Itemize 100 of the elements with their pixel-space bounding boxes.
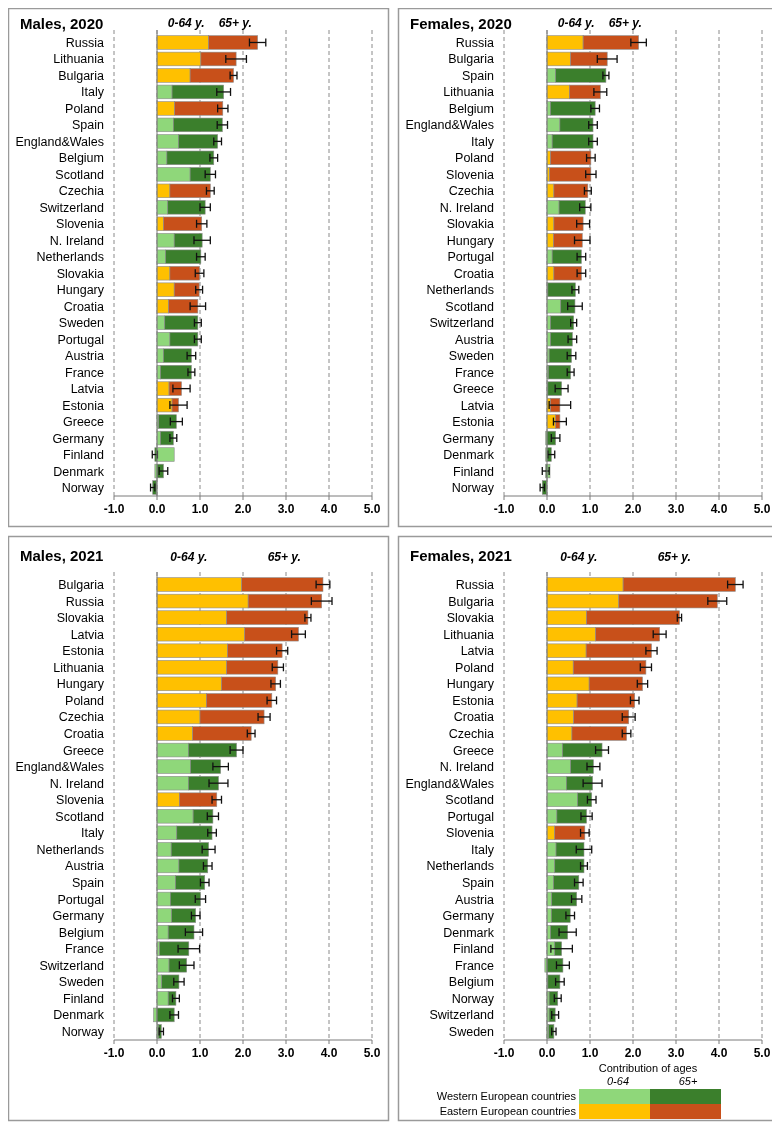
y-tick-label: Scotland bbox=[445, 299, 495, 314]
y-tick-label: N. Ireland bbox=[439, 200, 495, 215]
y-tick-label: Greece bbox=[453, 743, 495, 758]
y-tick-label: Russia bbox=[65, 35, 105, 50]
y-tick-label: Estonia bbox=[452, 693, 495, 708]
y-tick-label: Hungary bbox=[56, 677, 105, 692]
y-tick-label: Latvia bbox=[460, 398, 495, 413]
series-label: 0-64 y. bbox=[167, 16, 205, 30]
series-label: 65+ y. bbox=[657, 550, 691, 564]
y-tick-label: Estonia bbox=[62, 398, 105, 413]
y-tick-label: Spain bbox=[72, 118, 105, 133]
x-tick-label: 3.0 bbox=[667, 1046, 685, 1060]
y-tick-label: Poland bbox=[455, 151, 495, 166]
y-tick-label: Bulgaria bbox=[58, 68, 105, 83]
y-tick-label: Switzerland bbox=[39, 958, 105, 973]
x-tick-label: 1.0 bbox=[581, 1046, 599, 1060]
y-tick-label: Estonia bbox=[62, 644, 105, 659]
y-tick-label: Bulgaria bbox=[58, 578, 105, 593]
x-tick-label: 2.0 bbox=[624, 502, 642, 516]
y-tick-label: Russia bbox=[455, 35, 495, 50]
y-tick-label: Germany bbox=[52, 909, 105, 924]
y-tick-label: Spain bbox=[72, 875, 105, 890]
y-tick-label: Italy bbox=[81, 85, 105, 100]
series-label: 65+ y. bbox=[608, 16, 642, 30]
y-tick-label: Czechia bbox=[448, 184, 495, 199]
x-tick-label: 2.0 bbox=[234, 502, 252, 516]
y-tick-label: Norway bbox=[61, 481, 105, 496]
y-tick-label: Greece bbox=[63, 415, 105, 430]
y-tick-label: Slovenia bbox=[446, 826, 495, 841]
x-tick-label: 4.0 bbox=[710, 502, 728, 516]
y-tick-label: Greece bbox=[453, 382, 495, 397]
x-tick-label: 1.0 bbox=[191, 1046, 209, 1060]
y-tick-label: Russia bbox=[65, 594, 105, 609]
y-tick-label: Czechia bbox=[58, 710, 105, 725]
y-tick-label: Netherlands bbox=[426, 859, 494, 874]
y-tick-label: Sweden bbox=[58, 975, 105, 990]
y-tick-label: Croatia bbox=[453, 710, 495, 725]
series-label: 0-64 y. bbox=[170, 550, 208, 564]
y-tick-label: Finland bbox=[63, 991, 105, 1006]
y-tick-label: Lithuania bbox=[53, 660, 105, 675]
y-tick-label: Lithuania bbox=[443, 85, 495, 100]
y-tick-label: Croatia bbox=[453, 266, 495, 281]
text: 65+ bbox=[678, 1075, 698, 1087]
chart-title: Females, 2021 bbox=[410, 547, 512, 564]
x-tick-label: 5.0 bbox=[363, 1046, 381, 1060]
y-tick-label: Norway bbox=[451, 481, 495, 496]
text: Eastern European countries bbox=[439, 1105, 577, 1117]
chart-title: Males, 2020 bbox=[20, 15, 104, 32]
x-tick-label: 0.0 bbox=[538, 502, 556, 516]
y-tick-label: Spain bbox=[462, 68, 495, 83]
y-tick-label: N. Ireland bbox=[49, 233, 105, 248]
y-tick-label: Poland bbox=[455, 660, 495, 675]
y-tick-label: Austria bbox=[65, 349, 105, 364]
x-tick-label: 0.0 bbox=[148, 1046, 166, 1060]
y-tick-label: Netherlands bbox=[36, 250, 104, 265]
y-tick-label: Belgium bbox=[448, 975, 494, 990]
y-tick-label: Slovenia bbox=[56, 793, 105, 808]
y-tick-label: Italy bbox=[471, 842, 495, 857]
y-tick-label: Switzerland bbox=[39, 200, 105, 215]
y-tick-label: Italy bbox=[471, 134, 495, 149]
y-tick-label: Scotland bbox=[445, 793, 495, 808]
y-tick-label: Austria bbox=[455, 892, 495, 907]
y-tick-label: Estonia bbox=[452, 415, 495, 430]
y-tick-label: Austria bbox=[65, 859, 105, 874]
y-tick-label: Poland bbox=[65, 693, 105, 708]
y-tick-label: Hungary bbox=[446, 677, 495, 692]
x-tick-label: 3.0 bbox=[277, 502, 295, 516]
y-tick-label: Bulgaria bbox=[448, 52, 495, 67]
y-tick-label: Czechia bbox=[448, 727, 495, 742]
y-tick-label: Belgium bbox=[448, 101, 494, 116]
y-tick-label: N. Ireland bbox=[439, 760, 495, 775]
y-tick-label: Latvia bbox=[460, 644, 495, 659]
y-tick-label: Austria bbox=[455, 332, 495, 347]
x-tick-label: -1.0 bbox=[103, 1046, 125, 1060]
y-tick-label: Sweden bbox=[448, 349, 495, 364]
y-tick-label: Portugal bbox=[447, 809, 494, 824]
y-tick-label: N. Ireland bbox=[49, 776, 105, 791]
y-tick-label: Germany bbox=[52, 431, 105, 446]
y-tick-label: Latvia bbox=[70, 382, 105, 397]
y-tick-label: France bbox=[65, 365, 105, 380]
x-tick-label: 4.0 bbox=[320, 1046, 338, 1060]
y-tick-label: Sweden bbox=[58, 316, 105, 331]
y-tick-label: Slovakia bbox=[56, 266, 105, 281]
x-tick-label: 2.0 bbox=[234, 1046, 252, 1060]
y-tick-label: Portugal bbox=[447, 250, 494, 265]
x-tick-label: 5.0 bbox=[753, 1046, 771, 1060]
x-tick-label: 4.0 bbox=[710, 1046, 728, 1060]
series-label: 65+ y. bbox=[267, 550, 301, 564]
y-tick-label: Finland bbox=[63, 448, 105, 463]
y-tick-label: Finland bbox=[453, 464, 495, 479]
y-tick-label: France bbox=[65, 942, 105, 957]
chart-title: Males, 2021 bbox=[20, 547, 104, 564]
y-tick-label: Hungary bbox=[446, 233, 495, 248]
x-tick-label: 2.0 bbox=[624, 1046, 642, 1060]
y-tick-label: Denmark bbox=[53, 1008, 105, 1023]
x-tick-label: -1.0 bbox=[493, 1046, 515, 1060]
x-tick-label: 5.0 bbox=[363, 502, 381, 516]
y-tick-label: Portugal bbox=[57, 892, 104, 907]
text: Western European countries bbox=[436, 1090, 577, 1102]
y-tick-label: Lithuania bbox=[53, 52, 105, 67]
